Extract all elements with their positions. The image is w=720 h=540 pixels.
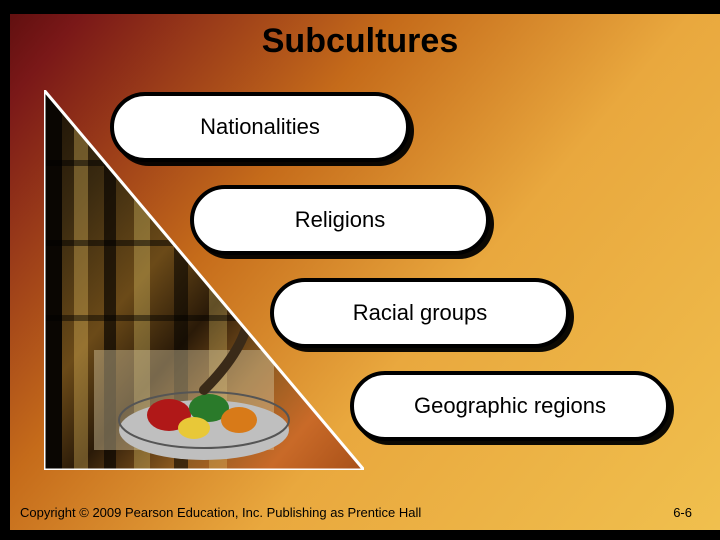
top-border	[0, 0, 720, 14]
pill-racial-groups: Racial groups	[270, 278, 570, 348]
slide: Subcultures	[0, 0, 720, 540]
pill-religions: Religions	[190, 185, 490, 255]
bottom-border	[0, 530, 720, 540]
pill-label: Religions	[295, 207, 386, 233]
pill-label: Racial groups	[353, 300, 488, 326]
pill-label: Geographic regions	[414, 393, 606, 419]
page-number: 6-6	[673, 505, 692, 520]
pill-label: Nationalities	[200, 114, 320, 140]
pill-nationalities: Nationalities	[110, 92, 410, 162]
copyright-footer: Copyright © 2009 Pearson Education, Inc.…	[20, 505, 421, 520]
left-border	[0, 0, 10, 540]
slide-title: Subcultures	[0, 22, 720, 61]
pill-geographic-regions: Geographic regions	[350, 371, 670, 441]
